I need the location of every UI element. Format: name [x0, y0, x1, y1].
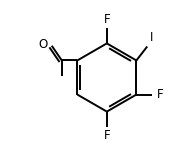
Text: O: O	[39, 38, 48, 51]
Text: I: I	[149, 31, 153, 44]
Text: F: F	[157, 88, 164, 101]
Text: F: F	[103, 129, 110, 142]
Text: F: F	[103, 13, 110, 26]
